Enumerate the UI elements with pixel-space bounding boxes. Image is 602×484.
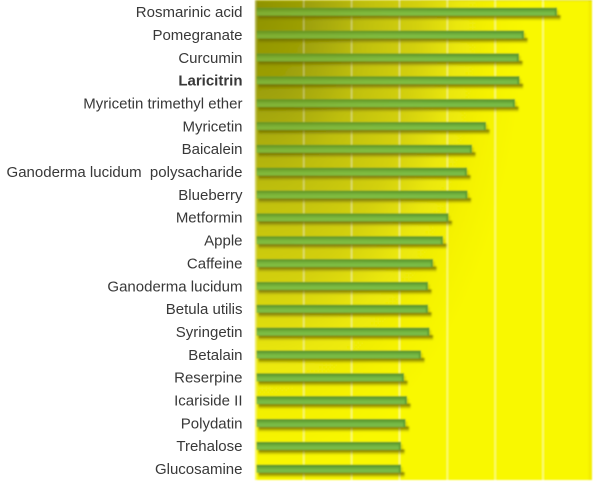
svg-text:Blueberry: Blueberry — [178, 187, 243, 204]
svg-text:Icariside II: Icariside II — [174, 393, 242, 410]
svg-text:Trehalose: Trehalose — [176, 438, 242, 455]
svg-text:Reserpine: Reserpine — [174, 370, 242, 387]
svg-text:Laricitrin: Laricitrin — [178, 73, 242, 90]
svg-text:Myricetin: Myricetin — [182, 118, 242, 135]
svg-text:Myricetin trimethyl ether: Myricetin trimethyl ether — [83, 95, 242, 112]
svg-text:Metformin: Metformin — [176, 210, 243, 227]
svg-text:Ganoderma lucidum polysachari: Ganoderma lucidum polysacharide — [7, 164, 243, 181]
svg-text:Rosmarinic acid: Rosmarinic acid — [136, 4, 243, 21]
svg-text:Betalain: Betalain — [188, 347, 242, 364]
svg-text:Baicalein: Baicalein — [182, 141, 243, 158]
svg-text:Ganoderma lucidum: Ganoderma lucidum — [107, 278, 242, 295]
svg-text:Caffeine: Caffeine — [187, 255, 243, 272]
svg-text:Apple: Apple — [204, 233, 242, 250]
svg-text:Pomegranate: Pomegranate — [152, 27, 242, 44]
svg-text:Betula utilis: Betula utilis — [166, 301, 243, 318]
svg-text:Syringetin: Syringetin — [176, 324, 243, 341]
svg-text:Curcumin: Curcumin — [178, 50, 242, 67]
svg-text:Polydatin: Polydatin — [181, 415, 243, 432]
svg-text:Glucosamine: Glucosamine — [155, 461, 243, 478]
